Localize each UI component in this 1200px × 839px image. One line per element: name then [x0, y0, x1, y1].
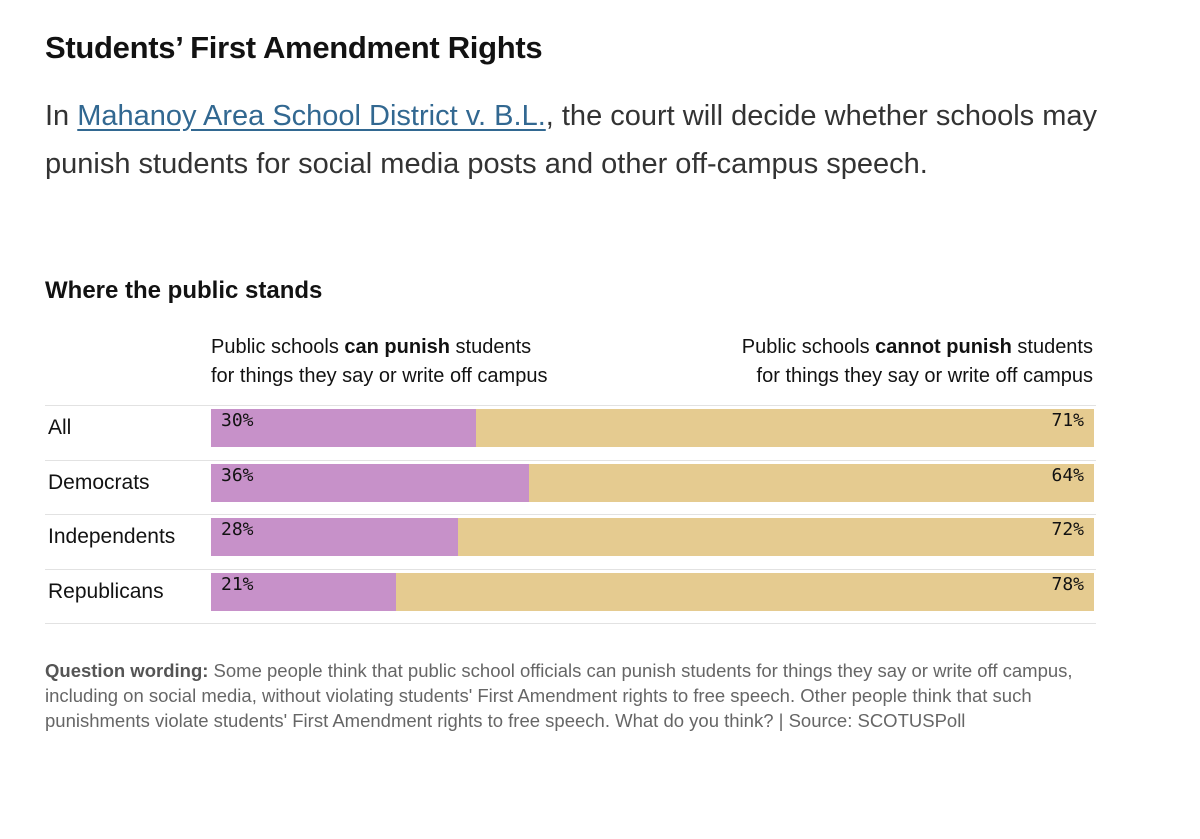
col-right-before: Public schools [741, 336, 876, 358]
value-cannot-punish-republicans: 78% [1051, 573, 1084, 595]
row-label-independents: Independents [48, 525, 176, 548]
intro-text: In Mahanoy Area School District v. B.L.,… [45, 92, 1125, 188]
chart-subtitle: Where the public stands [45, 277, 323, 304]
row-label-democrats: Democrats [48, 470, 150, 494]
row-label-republicans: Republicans [48, 579, 164, 603]
value-can-punish-republicans: 21% [221, 573, 254, 595]
col-right-line2: for things they say or write off campus [756, 365, 1093, 387]
column-header-cannot-punish: Public schools cannot punish students for… [560, 333, 1093, 391]
question-wording-note: Question wording: Some people think that… [45, 658, 1125, 733]
bar-can-punish-republicans [211, 572, 397, 611]
column-header-can-punish: Public schools can punish students for th… [211, 333, 547, 391]
case-link[interactable]: Mahanoy Area School District v. B.L. [77, 100, 546, 132]
row-separator [45, 569, 1096, 570]
col-right-bold: cannot punish [875, 336, 1012, 358]
row-label-all: All [48, 416, 72, 439]
note-label: Question wording: [45, 660, 209, 681]
row-separator [45, 460, 1096, 461]
col-left-after: students [449, 336, 532, 358]
intro-prefix: In [45, 100, 78, 132]
value-can-punish-democrats: 36% [221, 464, 254, 486]
value-cannot-punish-democrats: 64% [1051, 464, 1084, 486]
col-left-before: Public schools [211, 336, 345, 358]
col-left-bold: can punish [344, 336, 450, 358]
intro-suffix: , the court will decide whether schools … [45, 100, 1098, 180]
chart-title: Students’ First Amendment Rights [45, 30, 543, 65]
value-cannot-punish-all: 71% [1051, 410, 1084, 431]
col-left-line2: for things they say or write off campus [211, 365, 548, 387]
bar-can-punish-democrats [211, 463, 529, 502]
value-can-punish-independents: 28% [221, 519, 254, 540]
row-separator [45, 405, 1096, 406]
value-cannot-punish-independents: 72% [1051, 519, 1084, 540]
col-right-after: students [1011, 336, 1093, 358]
row-separator [45, 514, 1096, 515]
stacked-bar-chart: All 30% 71% Democrats 36% 64% Independents 28% 7… [45, 405, 1096, 625]
note-text: Some people think that public school off… [45, 660, 1073, 731]
value-can-punish-all: 30% [221, 410, 254, 431]
row-separator [45, 623, 1096, 624]
bar-can-punish-all [211, 409, 476, 447]
bar-can-punish-independents [211, 518, 459, 556]
